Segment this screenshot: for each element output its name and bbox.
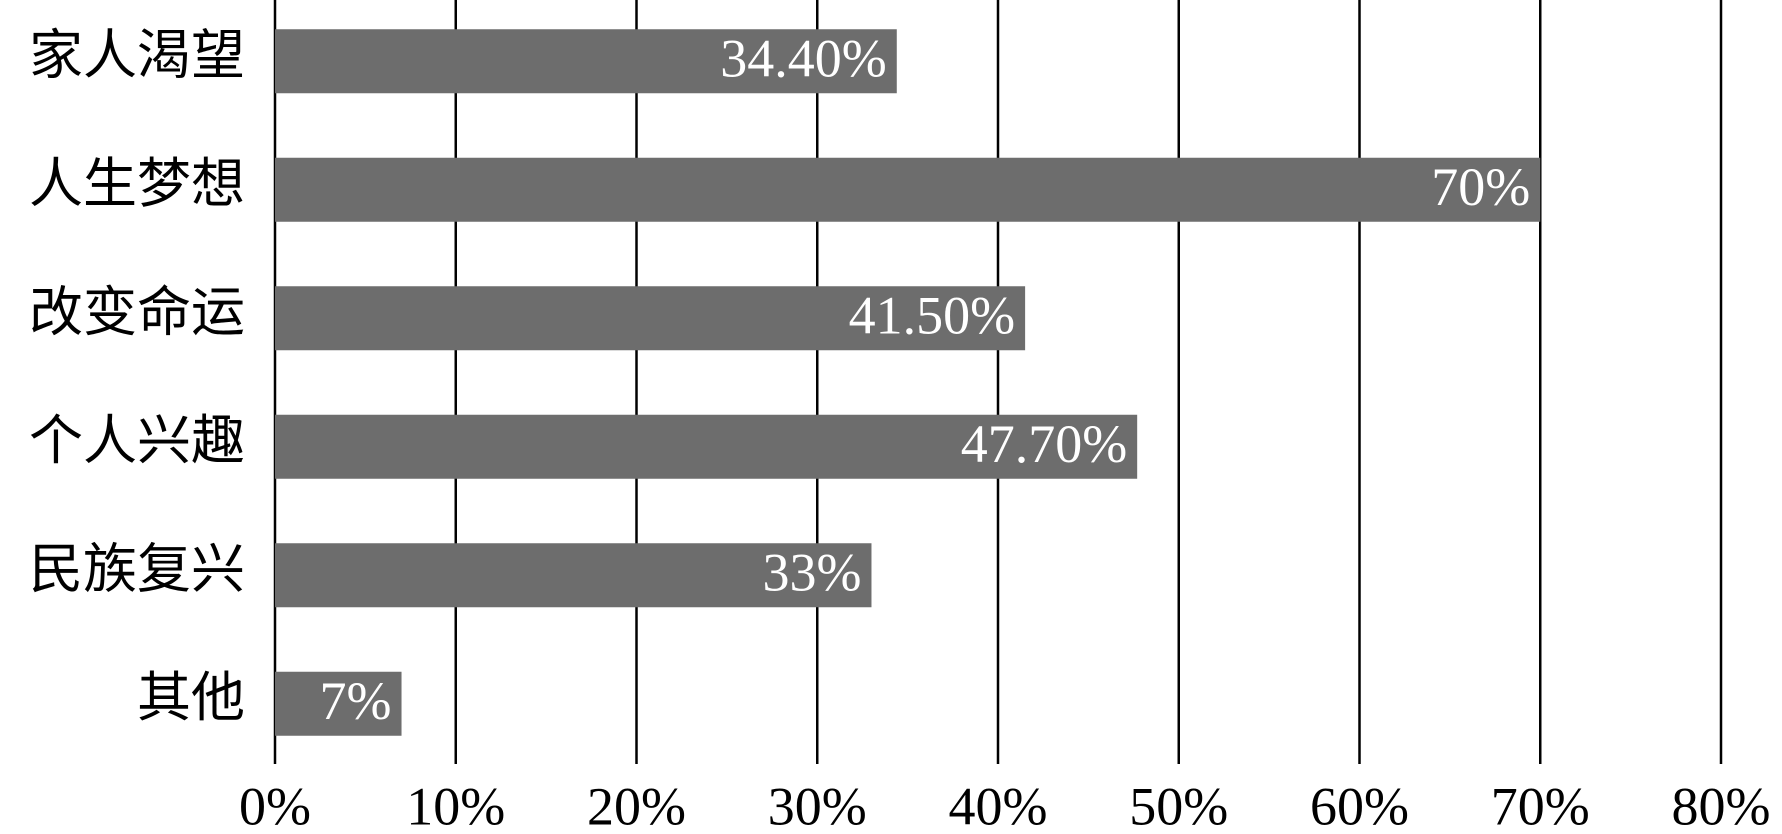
- x-tick-label: 0%: [239, 776, 311, 834]
- bar: [275, 543, 872, 608]
- bar: [275, 29, 897, 94]
- bar: [275, 414, 1138, 479]
- value-label: 47.70%: [961, 414, 1127, 474]
- y-tick-label: 家人渴望: [29, 26, 245, 86]
- x-tick-label: 10%: [406, 776, 505, 834]
- value-label: 41.50%: [849, 286, 1015, 346]
- x-tick-label: 60%: [1310, 776, 1409, 834]
- value-label: 7%: [320, 671, 392, 731]
- x-tick-label: 80%: [1672, 776, 1771, 834]
- y-tick-label: 其他: [137, 668, 245, 728]
- x-tick-label: 20%: [587, 776, 686, 834]
- x-tick-label: 50%: [1129, 776, 1228, 834]
- y-tick-label: 个人兴趣: [29, 411, 245, 471]
- bar: [275, 286, 1026, 351]
- y-tick-label: 民族复兴: [29, 540, 245, 600]
- x-tick-label: 70%: [1491, 776, 1590, 834]
- value-label: 34.40%: [720, 29, 886, 89]
- y-tick-label: 人生梦想: [29, 154, 245, 214]
- value-label: 70%: [1431, 157, 1530, 217]
- value-label: 33%: [762, 543, 861, 603]
- y-tick-label: 改变命运: [29, 283, 245, 343]
- bar: [275, 671, 402, 736]
- bar: [275, 157, 1541, 222]
- x-tick-label: 40%: [949, 776, 1048, 834]
- x-tick-label: 30%: [768, 776, 867, 834]
